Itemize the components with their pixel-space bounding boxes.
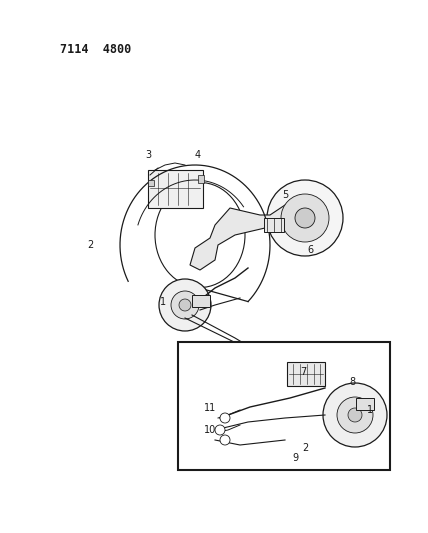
Circle shape bbox=[281, 194, 329, 242]
Circle shape bbox=[159, 279, 211, 331]
Circle shape bbox=[267, 180, 343, 256]
Circle shape bbox=[323, 383, 387, 447]
Text: 9: 9 bbox=[292, 453, 298, 463]
Text: 8: 8 bbox=[349, 377, 355, 387]
Bar bbox=[192, 295, 210, 307]
Text: 1: 1 bbox=[367, 405, 373, 415]
Text: 10: 10 bbox=[204, 425, 216, 435]
Circle shape bbox=[348, 408, 362, 422]
Text: 5: 5 bbox=[282, 190, 288, 200]
Circle shape bbox=[220, 435, 230, 445]
Text: 4: 4 bbox=[195, 150, 201, 160]
Text: 2: 2 bbox=[302, 443, 308, 453]
Bar bbox=[356, 398, 374, 410]
Bar bbox=[148, 170, 203, 208]
Text: 2: 2 bbox=[87, 240, 93, 250]
Polygon shape bbox=[190, 195, 310, 270]
Circle shape bbox=[295, 208, 315, 228]
Bar bbox=[148, 180, 154, 186]
Text: 7: 7 bbox=[300, 367, 306, 377]
Circle shape bbox=[215, 425, 225, 435]
Bar bbox=[287, 362, 325, 386]
Text: 1: 1 bbox=[160, 297, 166, 307]
Circle shape bbox=[220, 413, 230, 423]
Text: 7114  4800: 7114 4800 bbox=[60, 43, 131, 56]
Text: 3: 3 bbox=[145, 150, 151, 160]
Bar bbox=[178, 342, 390, 470]
Circle shape bbox=[171, 291, 199, 319]
Bar bbox=[198, 175, 204, 183]
Bar bbox=[264, 218, 284, 232]
Text: 6: 6 bbox=[307, 245, 313, 255]
Circle shape bbox=[337, 397, 373, 433]
Text: 11: 11 bbox=[204, 403, 216, 413]
Circle shape bbox=[179, 299, 191, 311]
